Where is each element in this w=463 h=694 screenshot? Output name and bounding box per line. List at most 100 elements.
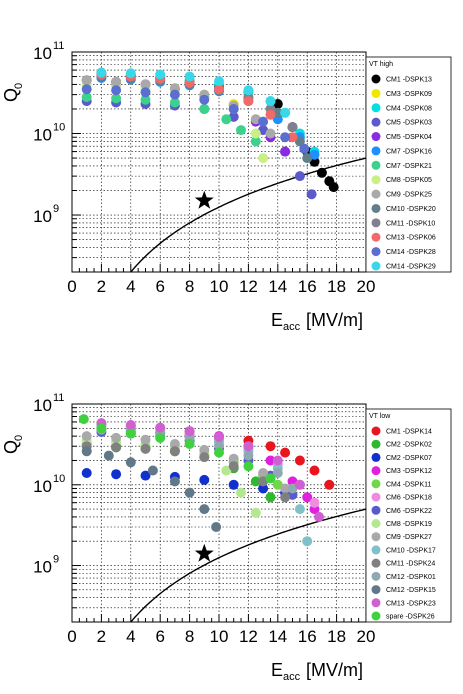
reference-curve (129, 508, 366, 622)
legend-entry: CM6 -DSPK22 (386, 508, 432, 515)
x-axis-title: E (271, 660, 283, 680)
data-point (125, 428, 136, 439)
data-point (81, 92, 92, 103)
x-tick-label: 10 (210, 627, 229, 646)
data-point (111, 93, 122, 104)
data-point (265, 441, 276, 452)
data-point (272, 455, 283, 466)
data-point (228, 461, 239, 472)
data-point (258, 153, 269, 164)
legend-marker (371, 103, 381, 113)
legend-marker (371, 261, 381, 271)
y-axis-title-subscript: 0 (13, 435, 25, 441)
data-point (125, 68, 136, 79)
y-tick-label: 10 (33, 558, 52, 577)
data-point (140, 87, 151, 98)
x-tick-label: 14 (268, 277, 287, 296)
legend-entry: CM1 -DSPK13 (386, 77, 432, 84)
data-point (287, 483, 298, 494)
y-tick-exponent: 9 (53, 203, 59, 215)
legend-entry: CM4 -DSPK11 (386, 481, 431, 488)
data-point (265, 128, 276, 139)
x-tick-label: 6 (155, 277, 164, 296)
x-tick-label: 12 (239, 627, 258, 646)
x-tick-label: 18 (327, 627, 346, 646)
legend-marker (371, 175, 381, 185)
x-axis-unit: [MV/m] (306, 310, 363, 330)
data-point (316, 167, 327, 178)
legend-marker (371, 479, 381, 489)
legend-marker (371, 117, 381, 127)
legend-entry: CM12 -DSPK15 (386, 587, 436, 594)
legend-entry: CM10 -DSPK20 (386, 206, 436, 213)
data-point (250, 507, 261, 518)
data-point (280, 447, 291, 458)
data-point (265, 109, 276, 120)
legend-entry: CM6 -DSPK18 (386, 495, 432, 502)
data-point (258, 116, 269, 127)
x-axis-title: E (271, 310, 283, 330)
legend-marker (371, 247, 381, 257)
x-axis-unit: [MV/m] (306, 660, 363, 680)
y-tick-exponent: 9 (53, 554, 59, 566)
x-tick-label: 20 (357, 627, 376, 646)
y-tick-exponent: 10 (53, 473, 65, 485)
data-point (214, 84, 224, 95)
data-point (299, 143, 310, 154)
x-tick-label: 4 (126, 277, 135, 296)
legend-marker (371, 160, 381, 170)
legend-marker (371, 571, 381, 581)
y-axis-title: Q (1, 440, 21, 454)
legend-marker (371, 585, 381, 595)
x-tick-label: 10 (210, 277, 229, 296)
data-point (140, 470, 151, 481)
data-point (96, 423, 107, 434)
legend-title: VT low (369, 413, 391, 420)
data-point (294, 504, 305, 515)
data-point (272, 468, 283, 478)
x-tick-label: 0 (67, 627, 76, 646)
data-point (140, 443, 151, 454)
x-tick-label: 12 (239, 277, 258, 296)
x-ticks (71, 264, 367, 272)
legend-marker (371, 218, 381, 228)
legend-entry: CM9 -DSPK27 (386, 534, 432, 541)
data-point (199, 504, 210, 515)
legend-title: VT high (369, 61, 393, 68)
data-point (155, 69, 166, 80)
y-tick-label: 10 (33, 207, 52, 226)
data-point (111, 76, 122, 87)
legend-marker (371, 232, 381, 242)
data-point (199, 452, 210, 463)
x-tick-label: 20 (357, 277, 376, 296)
data-point (214, 432, 224, 442)
data-point (199, 94, 210, 105)
legend-entry: CM3 -DSPK12 (386, 468, 432, 475)
legend-entry: CM8 -DSPK19 (386, 521, 432, 528)
data-point (81, 468, 92, 478)
legend-marker (371, 505, 381, 515)
x-tick-label: 8 (185, 277, 194, 296)
data-point (147, 465, 158, 476)
series-12 (81, 84, 310, 154)
legend-marker (371, 558, 381, 568)
x-tick-label: 6 (155, 627, 164, 646)
data-point (78, 414, 89, 425)
y-ticks (72, 51, 81, 273)
x-tick-label: 8 (185, 627, 194, 646)
data-point (250, 136, 261, 147)
data-point (169, 439, 180, 449)
y-ticks (72, 403, 81, 623)
y-axis-title-subscript: 0 (13, 83, 25, 89)
data-point (140, 79, 151, 90)
data-point (280, 146, 291, 157)
data-point (294, 479, 305, 490)
legend-marker (371, 532, 381, 542)
data-point (265, 492, 276, 503)
data-point (81, 75, 92, 86)
legend-entry: CM5 -DSPK04 (386, 134, 432, 141)
legend-entry: CM8 -DSPK05 (386, 177, 432, 184)
data-point (199, 444, 210, 455)
legend-marker (371, 611, 381, 621)
